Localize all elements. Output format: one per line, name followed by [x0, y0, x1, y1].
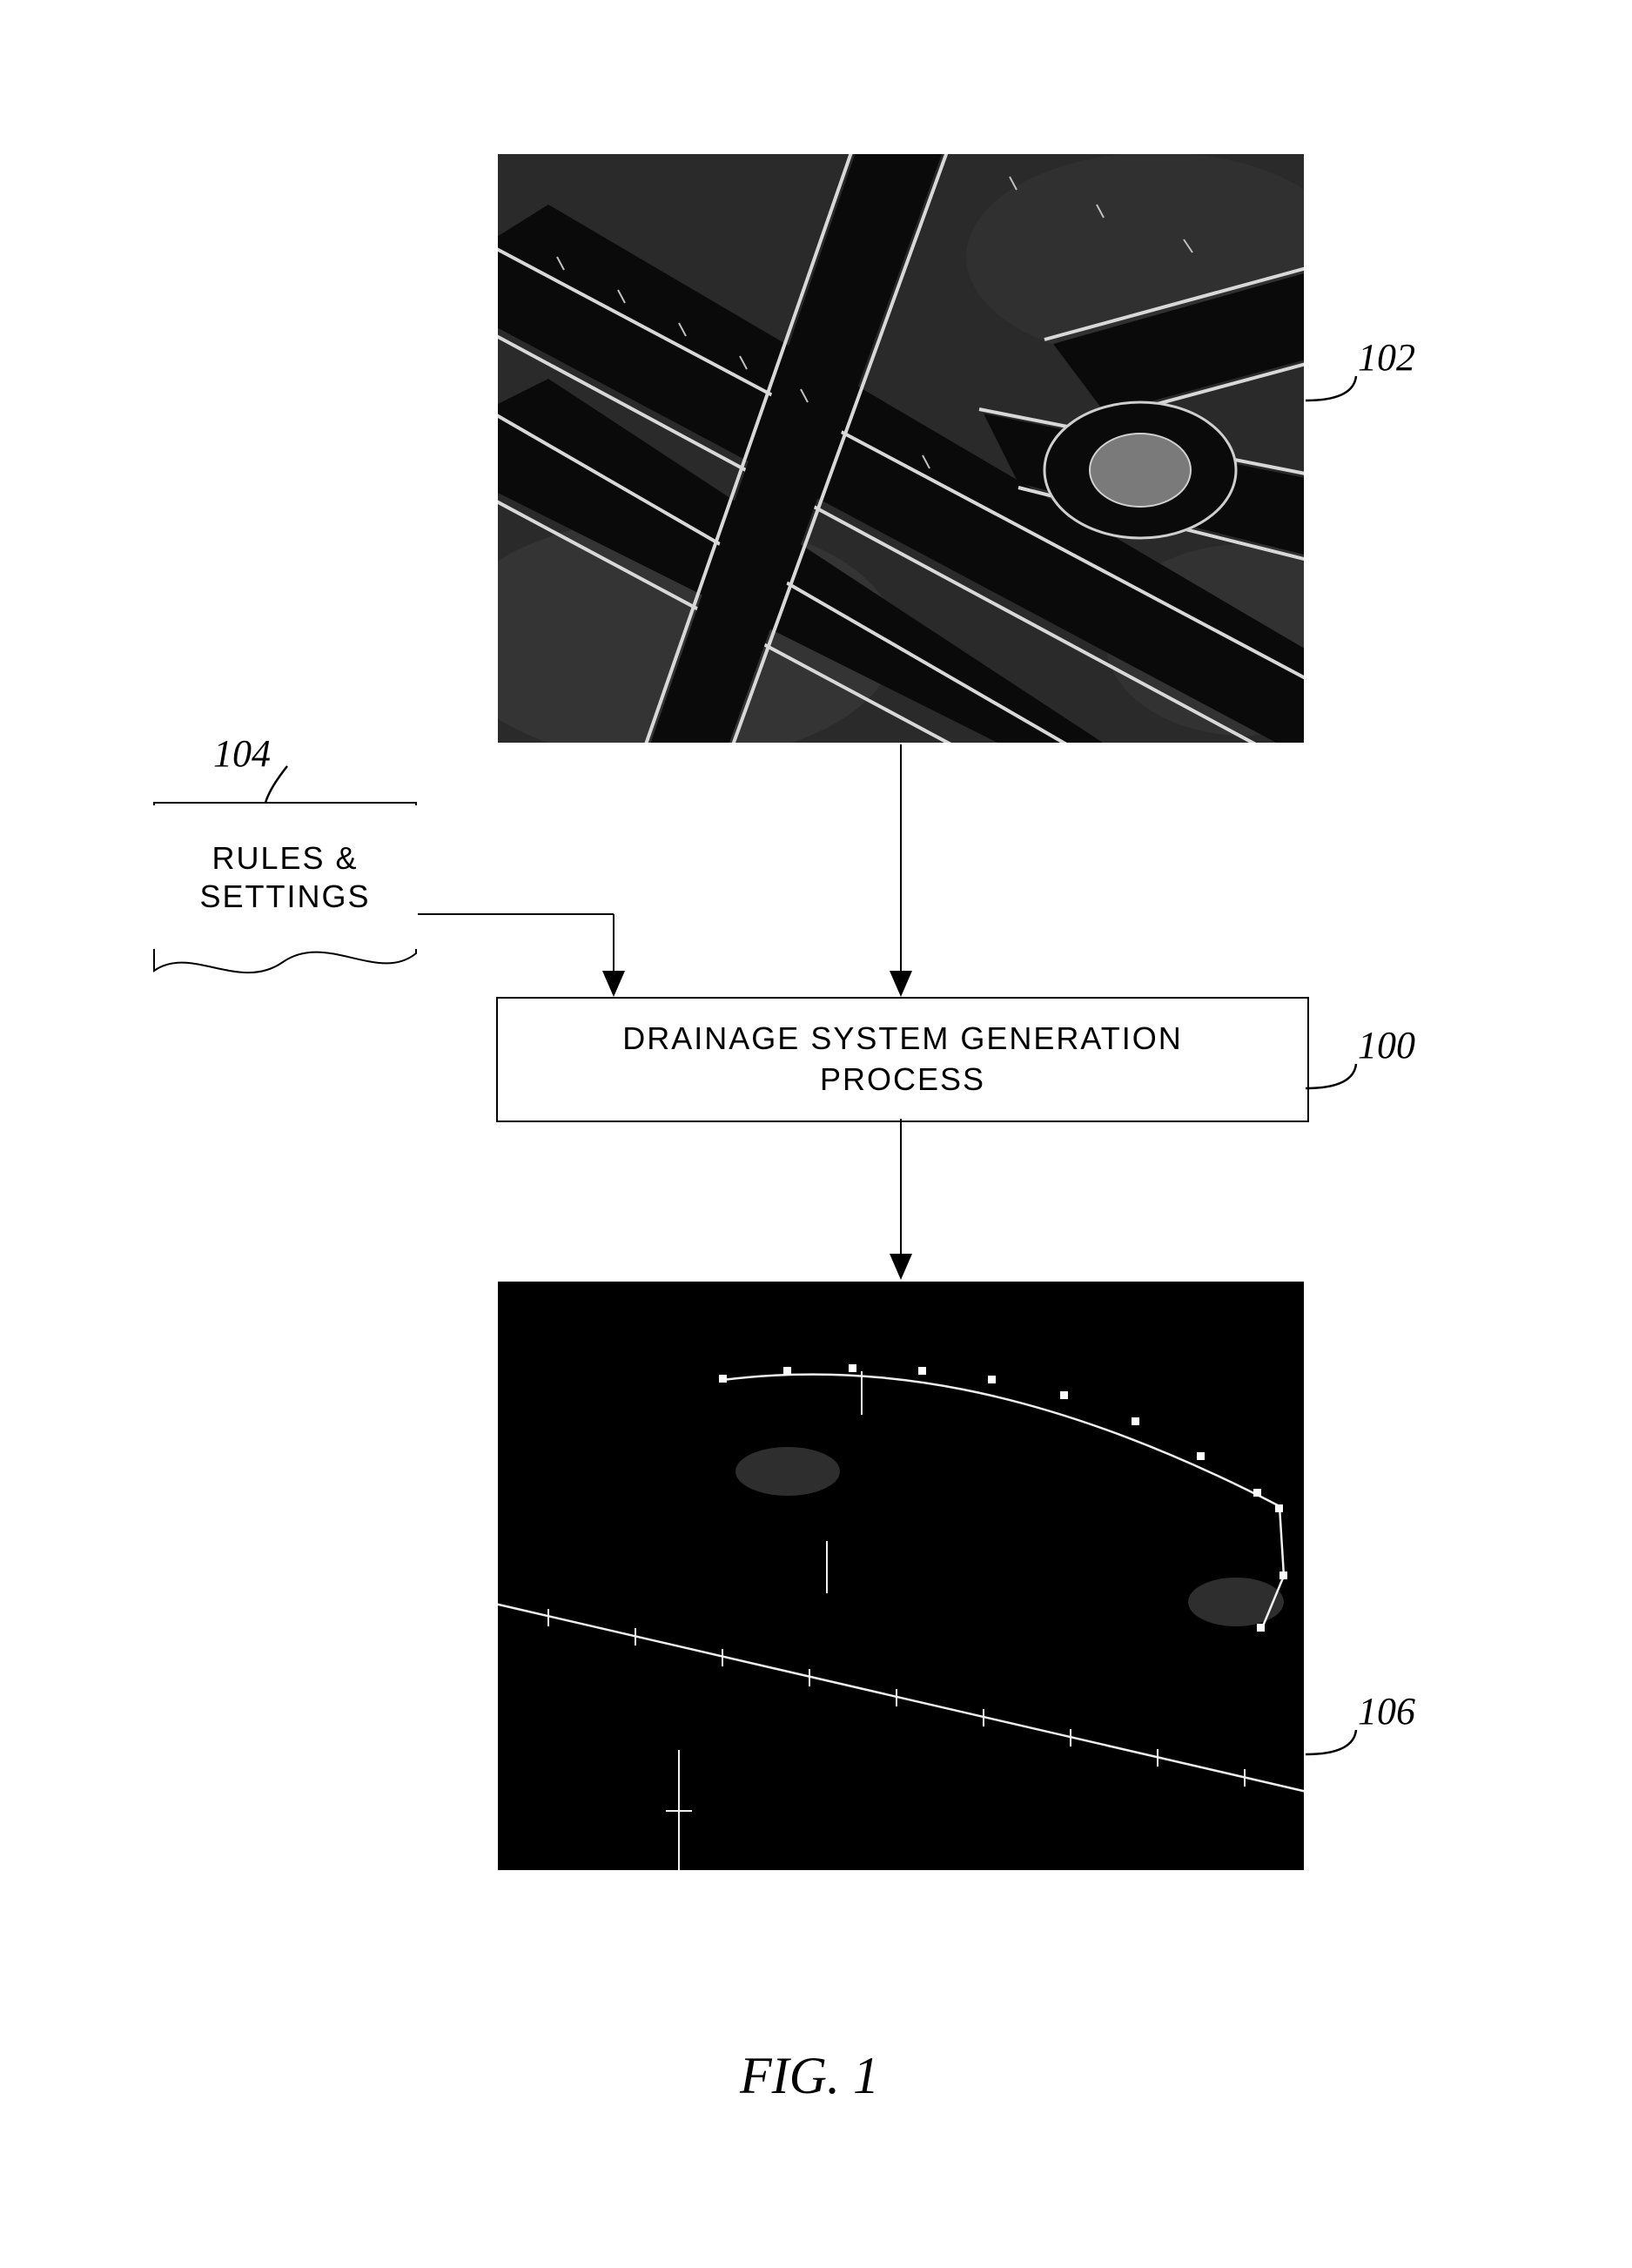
figure-1-page: 102 RULES & SETTINGS 104 DRAINAGE SYSTEM…: [0, 0, 1632, 2268]
figure-caption: FIG. 1: [740, 2046, 879, 2106]
arrows-layer: [0, 0, 1632, 2268]
